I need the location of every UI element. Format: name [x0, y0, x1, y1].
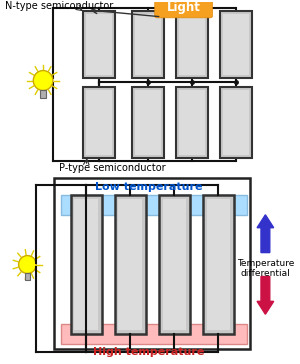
- Bar: [118, 199, 142, 330]
- Text: High temperature: High temperature: [93, 347, 205, 357]
- Bar: [135, 14, 160, 75]
- Bar: [159, 195, 190, 334]
- FancyBboxPatch shape: [61, 195, 247, 215]
- Bar: [135, 90, 160, 155]
- Bar: [220, 87, 252, 158]
- Bar: [203, 195, 234, 334]
- FancyArrow shape: [257, 215, 274, 253]
- FancyBboxPatch shape: [155, 0, 212, 18]
- Bar: [74, 199, 98, 330]
- Circle shape: [33, 71, 53, 90]
- Text: Light: Light: [167, 1, 201, 15]
- Bar: [220, 11, 252, 78]
- Bar: [132, 87, 164, 158]
- Bar: [83, 11, 115, 78]
- Bar: [176, 87, 208, 158]
- Text: P-type semiconductor: P-type semiconductor: [59, 163, 165, 173]
- Bar: [83, 87, 115, 158]
- Bar: [176, 11, 208, 78]
- Text: N-type semiconductor: N-type semiconductor: [5, 1, 113, 11]
- Bar: [223, 14, 249, 75]
- Text: Low temperature: Low temperature: [95, 182, 202, 192]
- Bar: [115, 195, 146, 334]
- Bar: [179, 90, 205, 155]
- Bar: [132, 11, 164, 78]
- Bar: [179, 14, 205, 75]
- Bar: [223, 90, 249, 155]
- Bar: [86, 14, 112, 75]
- Bar: [54, 178, 250, 349]
- Circle shape: [19, 256, 36, 273]
- Text: Temperature
differential: Temperature differential: [237, 259, 294, 278]
- Bar: [86, 90, 112, 155]
- Bar: [163, 199, 186, 330]
- Bar: [25, 273, 30, 280]
- FancyArrow shape: [257, 277, 274, 314]
- Bar: [70, 195, 102, 334]
- Bar: [40, 90, 46, 98]
- FancyBboxPatch shape: [61, 324, 247, 344]
- Bar: [207, 199, 230, 330]
